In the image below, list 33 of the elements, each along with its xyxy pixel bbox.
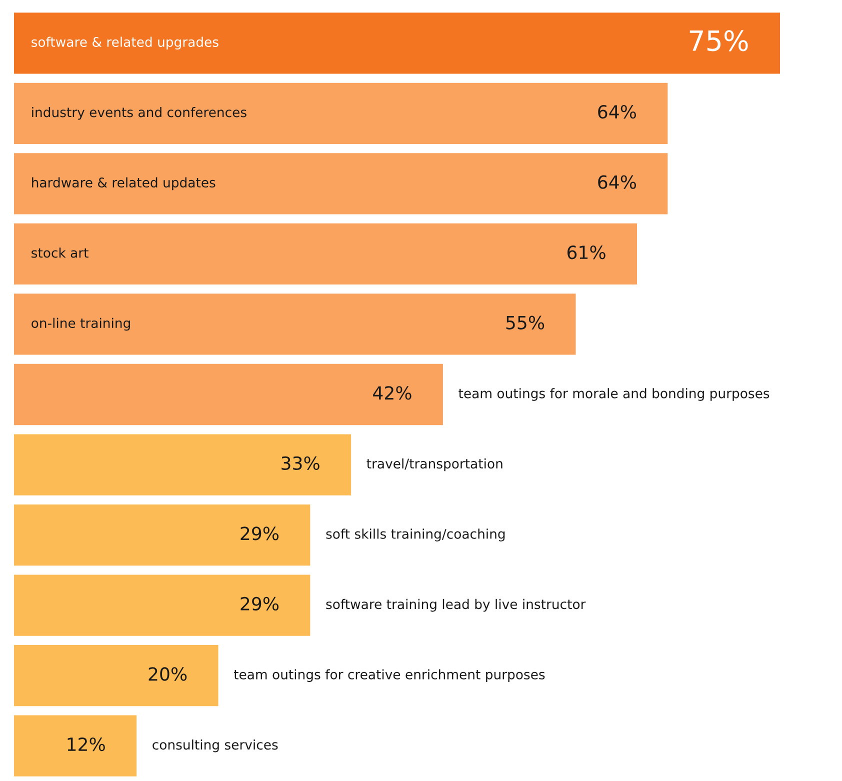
y-tick-label: travel/transportation: [366, 458, 502, 472]
bar: [14, 12, 780, 74]
bar: [14, 153, 668, 214]
data-label: 75%: [690, 30, 748, 52]
data-label: 20%: [148, 667, 187, 681]
y-tick-label: stock art: [32, 248, 88, 258]
y-tick-label: soft skills training/coaching: [326, 528, 505, 542]
bar: [14, 82, 668, 144]
data-label: 42%: [373, 386, 412, 400]
bar: [14, 504, 310, 566]
bar: [14, 223, 638, 285]
bar: [14, 574, 310, 636]
y-tick-label: on-line training: [32, 318, 130, 331]
data-label: 64%: [598, 175, 636, 189]
bar: [14, 364, 443, 426]
y-tick-label: hardware & related updates: [32, 177, 216, 190]
bar: [14, 294, 576, 355]
bar: [14, 715, 137, 776]
y-tick-label: consulting services: [152, 739, 278, 752]
data-label: 29%: [240, 526, 279, 540]
y-tick-label: industry events and conferences: [32, 107, 246, 120]
y-tick-label: software & related upgrades: [32, 36, 218, 50]
y-tick-label: team outings for morale and bonding purposes: [458, 388, 770, 401]
data-label: 64%: [598, 104, 636, 119]
bar: [14, 434, 352, 496]
data-label: 29%: [240, 596, 279, 611]
data-label: 12%: [68, 737, 105, 752]
bar: [14, 645, 218, 706]
y-tick-label: team outings for creative enrichment purposes: [234, 669, 545, 682]
data-label: 61%: [568, 246, 606, 260]
data-label: 33%: [282, 456, 320, 470]
y-tick-label: software training lead by live instructor: [326, 598, 586, 612]
data-label: 55%: [506, 316, 544, 330]
